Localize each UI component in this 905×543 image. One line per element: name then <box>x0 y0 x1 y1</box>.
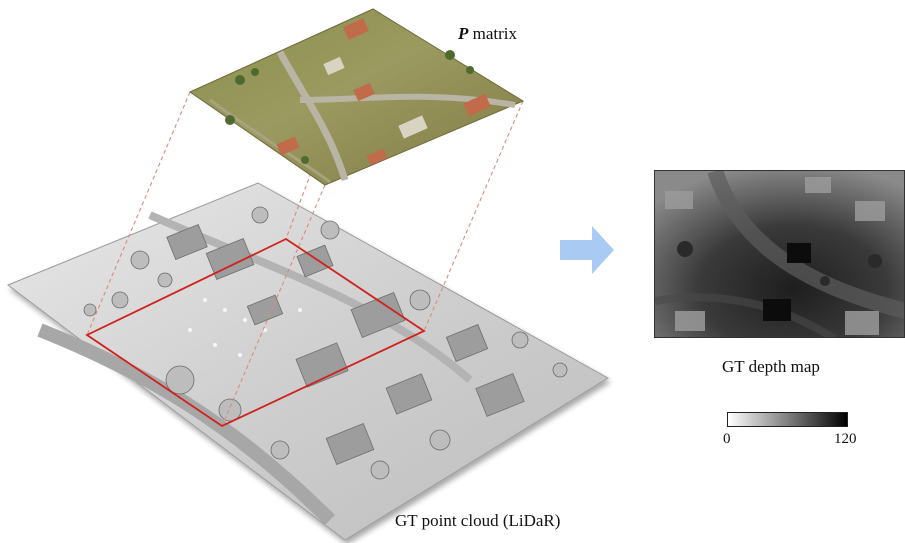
projection-matrix-label: P matrix <box>458 24 517 44</box>
colorbar-min-label: 0 <box>723 431 731 447</box>
point-cloud <box>6 182 609 541</box>
projection-matrix-text: matrix <box>468 24 518 43</box>
depth-colorbar <box>727 412 848 427</box>
aerial-image <box>188 8 525 186</box>
projection-matrix-symbol: P <box>458 24 469 43</box>
arrow-icon <box>560 226 614 274</box>
depth-map-image <box>654 170 905 338</box>
point-cloud-label: GT point cloud (LiDaR) <box>395 511 561 530</box>
depth-map-label: GT depth map <box>722 357 820 376</box>
colorbar-max-label: 120 <box>834 431 857 447</box>
depth-map-graphics <box>655 171 904 337</box>
projected-region-box <box>85 237 426 428</box>
